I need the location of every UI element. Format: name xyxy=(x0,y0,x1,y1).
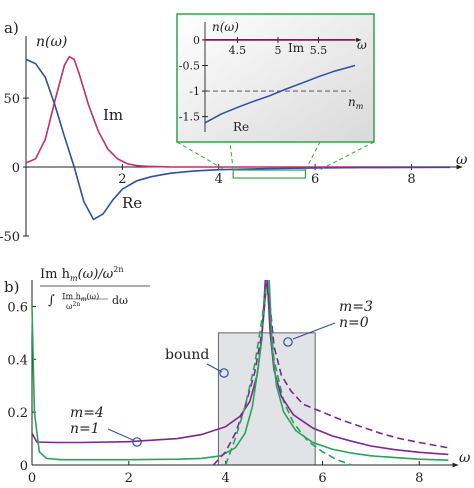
panel-a-highlight-box xyxy=(176,141,375,179)
a-series-line-1 xyxy=(25,58,451,221)
inset-label-im: Im xyxy=(288,41,305,55)
panel-b-series-group xyxy=(31,279,449,466)
inset-ylabel: n(ω) xyxy=(212,20,239,34)
zoom-connector-outer-left xyxy=(176,141,226,171)
zoom-connector-left xyxy=(229,141,234,171)
a-zoom-rect xyxy=(232,169,307,179)
bound-pointer xyxy=(206,363,223,373)
a-xtick-label: 8 xyxy=(407,172,415,187)
bound-region xyxy=(217,332,316,466)
bound-label: bound xyxy=(165,347,209,363)
panel-a-ylabel: n(ω) xyxy=(36,34,67,50)
panel-a-series-group xyxy=(25,55,451,221)
a-ytick-label: 50 xyxy=(3,92,20,107)
b-ytick-label: 0.4 xyxy=(7,353,28,368)
label-n0: n=0 xyxy=(339,315,369,331)
bound-rect xyxy=(217,332,316,466)
inset-xlabel: ω xyxy=(357,38,367,52)
panel-b: b) Im hm(ω)/ω2n ∫ Im hm(ω) ω2n dω ω 0 2 4 6… xyxy=(4,265,471,486)
b-xtick-label: 0 xyxy=(28,471,36,486)
inset-ref-label: nm xyxy=(348,95,364,111)
m3-marker xyxy=(283,337,293,347)
b-ytick-label: 0.6 xyxy=(7,300,28,315)
inset-xtick-label: 5.5 xyxy=(310,44,328,57)
m3-pointer xyxy=(292,322,336,340)
b-ytick-label: 0 xyxy=(20,459,28,474)
series-label-im: Im xyxy=(103,106,123,124)
inset-ytick-label: 0 xyxy=(193,34,200,47)
b-ytick-label: 0.2 xyxy=(7,406,28,421)
inset-ytick-label: -1 xyxy=(189,85,200,98)
label-m4: m=4 xyxy=(70,405,104,421)
inset-xtick-label: 4.5 xyxy=(229,44,247,57)
a-ytick-label: 0 xyxy=(12,161,20,176)
panel-b-axes: 0 2 4 6 8 0 0.2 0.4 0.6 xyxy=(7,280,459,486)
series-label-re: Re xyxy=(122,194,142,212)
a-xtick-label: 4 xyxy=(215,172,223,187)
b-series-line-1 xyxy=(31,279,268,461)
panel-a-label: a) xyxy=(4,19,19,37)
b-series-line-5 xyxy=(268,279,449,461)
b-series-line-3 xyxy=(224,279,352,466)
inset-series-group xyxy=(204,39,356,124)
zoom-connector-right xyxy=(305,141,321,171)
inset-plot: 4.5 5 5.5 0 -0.5 -1 -1.5 n(ω) ω Im Re nm xyxy=(176,13,375,143)
bound-marker xyxy=(219,368,229,378)
inset-label-re: Re xyxy=(233,120,249,134)
a-ytick-label: -50 xyxy=(0,230,20,245)
b-xtick-label: 6 xyxy=(318,471,326,486)
m4-pointer xyxy=(107,428,134,441)
panel-b-ylabel: Im hm(ω)/ω2n ∫ Im hm(ω) ω2n dω xyxy=(40,265,150,311)
zoom-connector-outer-right xyxy=(319,141,375,171)
panel-b-ylabel-denominator: ∫ Im hm(ω) ω2n dω xyxy=(48,289,128,311)
a-series-line-0 xyxy=(25,55,450,168)
panel-a: a) n(ω) ω 2 4 6 8 -50 0 50 Im Re 4.5 5 5.5 0 -0.5 -… xyxy=(0,13,468,245)
b-xtick-label: 8 xyxy=(415,471,423,486)
a-xtick-label: 2 xyxy=(118,172,126,187)
inset-series-line-1 xyxy=(204,64,356,124)
label-m3: m=3 xyxy=(339,299,373,315)
b-xtick-label: 4 xyxy=(221,471,229,486)
inset-xtick-label: 5 xyxy=(274,44,281,57)
panel-b-xlabel: ω xyxy=(459,450,471,466)
panel-b-label: b) xyxy=(4,278,19,296)
inset-ytick-label: -1.5 xyxy=(179,111,200,124)
m4-marker xyxy=(132,437,142,447)
label-n1: n=1 xyxy=(70,421,100,437)
inset-ytick-label: -0.5 xyxy=(179,59,200,72)
b-xtick-label: 2 xyxy=(125,471,133,486)
panel-b-ylabel-numerator: Im hm(ω)/ω2n xyxy=(40,265,124,283)
panel-a-xlabel: ω xyxy=(456,152,468,168)
a-xtick-label: 6 xyxy=(311,172,319,187)
